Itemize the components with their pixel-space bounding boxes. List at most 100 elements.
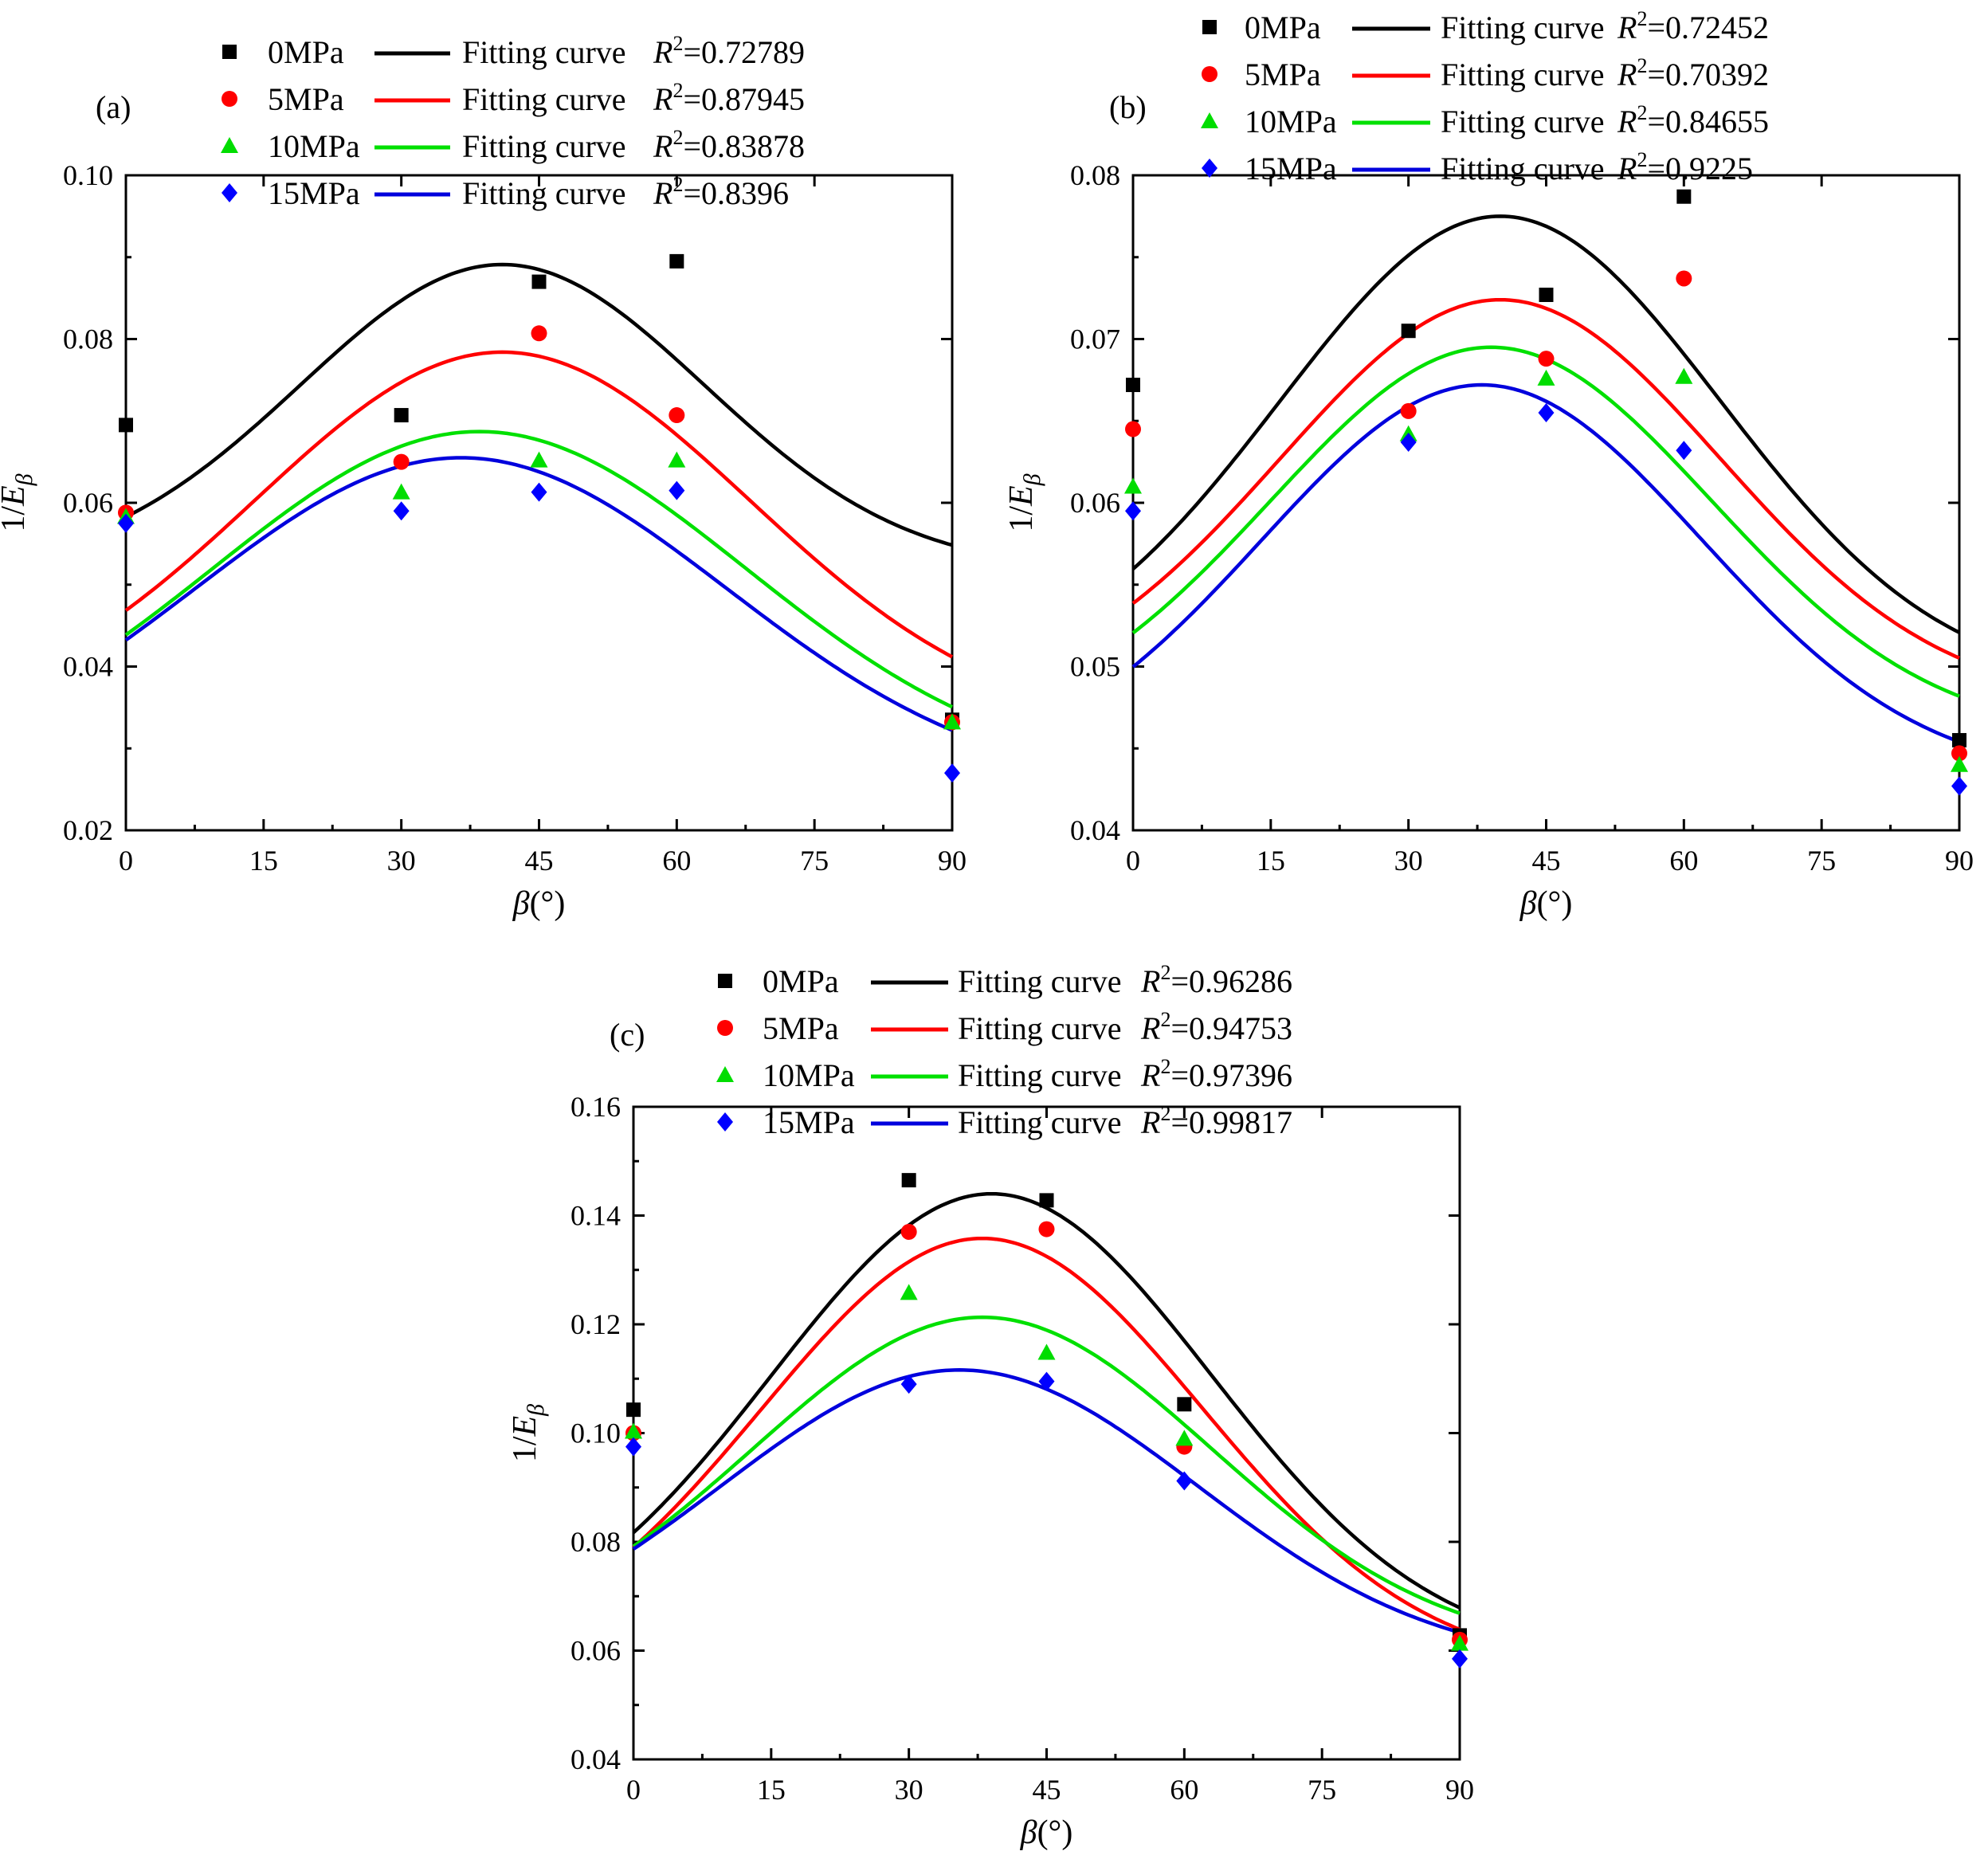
y-axis-title: 1/Eβ bbox=[507, 1404, 549, 1462]
legend-r2: R2=0.8396 bbox=[653, 173, 789, 211]
y-tick-label: 0.06 bbox=[1070, 487, 1120, 519]
legend-marker bbox=[1201, 112, 1218, 128]
legend-entry: 15MPa Fitting curve R2=0.99817 bbox=[717, 1102, 1292, 1140]
data-point bbox=[900, 1375, 917, 1394]
series-15MPa bbox=[118, 480, 960, 783]
panel-b: (b) 0 15 30 45 60 75 90 0.04 0.05 0.06 0.07 0.08 β(°)… bbox=[1003, 7, 1974, 922]
data-point bbox=[1126, 378, 1140, 393]
legend-r2: R2=0.94753 bbox=[1140, 1008, 1292, 1046]
legend-entry: 15MPa Fitting curve R2=0.8396 bbox=[222, 173, 789, 211]
panel-label: (b) bbox=[1109, 89, 1147, 125]
fit-curve-0MPa bbox=[1131, 214, 1961, 634]
x-tick-label: 90 bbox=[1445, 1774, 1474, 1806]
legend-entry: 10MPa Fitting curve R2=0.97396 bbox=[716, 1055, 1292, 1093]
panel-label: (a) bbox=[96, 89, 131, 125]
legend-series-name: 10MPa bbox=[1245, 104, 1337, 139]
y-axis-title: 1/Eβ bbox=[0, 473, 37, 531]
y-axis-title: 1/Eβ bbox=[1003, 473, 1045, 531]
x-tick-label: 60 bbox=[662, 845, 691, 877]
data-point bbox=[900, 1223, 917, 1240]
legend-r2: R2=0.72452 bbox=[1617, 7, 1769, 45]
series-15MPa bbox=[625, 1371, 1468, 1669]
y-tick-label: 0.08 bbox=[63, 324, 113, 355]
legend-fit-label: Fitting curve bbox=[462, 81, 626, 117]
data-point bbox=[669, 253, 684, 269]
data-point bbox=[1400, 402, 1417, 419]
legend-marker bbox=[717, 1112, 733, 1131]
data-point bbox=[393, 453, 410, 470]
x-tick-label: 75 bbox=[1807, 845, 1836, 877]
y-tick-label: 0.16 bbox=[571, 1091, 621, 1123]
fit-curve-5MPa bbox=[1131, 297, 1960, 660]
data-point bbox=[1175, 1429, 1194, 1446]
x-tick-label: 45 bbox=[1033, 1774, 1061, 1806]
x-tick-label: 0 bbox=[1126, 845, 1140, 877]
x-tick-label: 0 bbox=[626, 1774, 641, 1806]
fit-curve-5MPa bbox=[124, 350, 954, 659]
y-tick-label: 0.10 bbox=[571, 1418, 621, 1449]
series-0MPa bbox=[1126, 189, 1966, 747]
legend-fit-label: Fitting curve bbox=[462, 34, 626, 70]
x-tick-label: 90 bbox=[1945, 845, 1974, 877]
y-tick-label: 0.08 bbox=[1070, 159, 1120, 191]
legend-marker bbox=[716, 1066, 734, 1082]
x-axis-title: β(°) bbox=[1020, 1814, 1073, 1851]
legend-fit-label: Fitting curve bbox=[958, 1010, 1122, 1046]
legend-r2: R2=0.96286 bbox=[1140, 961, 1292, 999]
x-tick-label: 75 bbox=[800, 845, 829, 877]
x-axis: 0 15 30 45 60 75 90 bbox=[1126, 175, 1974, 877]
x-axis: 0 15 30 45 60 75 90 bbox=[119, 175, 967, 877]
legend-marker bbox=[221, 137, 238, 153]
data-point bbox=[530, 451, 548, 468]
legend-fit-label: Fitting curve bbox=[958, 1104, 1122, 1140]
y-axis: 0.02 0.04 0.06 0.08 0.10 bbox=[63, 159, 952, 846]
y-tick-label: 0.02 bbox=[63, 814, 113, 846]
x-tick-label: 30 bbox=[387, 845, 416, 877]
legend-entry: 5MPa Fitting curve R2=0.87945 bbox=[222, 79, 805, 117]
data-point bbox=[900, 1284, 918, 1300]
panel-c: (c) 0 15 30 45 60 75 90 0.04 0.06 0.08 0.10 0.12 0.14… bbox=[507, 961, 1474, 1851]
x-tick-label: 15 bbox=[757, 1774, 786, 1806]
data-point bbox=[1037, 1343, 1056, 1360]
legend-series-name: 0MPa bbox=[763, 963, 839, 999]
data-point bbox=[1177, 1397, 1192, 1412]
legend: 0MPa Fitting curve R2=0.72452 5MPa Fitting c… bbox=[1201, 7, 1769, 186]
legend-entry: 5MPa Fitting curve R2=0.70392 bbox=[1202, 54, 1769, 92]
series-5MPa bbox=[1125, 270, 1967, 762]
series-0MPa bbox=[626, 1173, 1467, 1643]
y-axis: 0.04 0.05 0.06 0.07 0.08 bbox=[1070, 159, 1959, 846]
data-point bbox=[1125, 421, 1141, 437]
data-point bbox=[119, 418, 133, 433]
legend-r2: R2=0.83878 bbox=[653, 126, 805, 164]
data-point bbox=[669, 407, 685, 424]
legend-fit-label: Fitting curve bbox=[462, 175, 626, 211]
legend-marker bbox=[222, 183, 237, 202]
data-point bbox=[1539, 288, 1554, 303]
data-point bbox=[1951, 776, 1967, 796]
data-point bbox=[1125, 501, 1141, 521]
data-point bbox=[1401, 324, 1416, 339]
y-tick-label: 0.07 bbox=[1070, 324, 1120, 355]
legend-fit-label: Fitting curve bbox=[958, 1057, 1122, 1093]
y-tick-label: 0.06 bbox=[571, 1635, 621, 1667]
data-point bbox=[944, 763, 960, 783]
fit-curve-15MPa bbox=[1131, 382, 1960, 744]
data-point bbox=[118, 513, 134, 533]
series-10MPa bbox=[1124, 367, 1968, 772]
x-tick-label: 15 bbox=[249, 845, 278, 877]
x-tick-label: 60 bbox=[1170, 1774, 1198, 1806]
data-point bbox=[668, 451, 686, 468]
legend-r2: R2=0.84655 bbox=[1617, 101, 1769, 139]
legend-entry: 10MPa Fitting curve R2=0.83878 bbox=[221, 126, 805, 164]
legend-series-name: 15MPa bbox=[268, 175, 360, 211]
data-point bbox=[1176, 1471, 1193, 1491]
data-point bbox=[1538, 402, 1555, 422]
data-point bbox=[943, 713, 961, 730]
x-axis-title: β(°) bbox=[1519, 885, 1573, 922]
legend-r2: R2=0.9225 bbox=[1617, 148, 1753, 186]
legend-marker bbox=[718, 974, 732, 988]
data-point bbox=[1952, 732, 1966, 747]
data-point bbox=[669, 480, 685, 500]
panel-label: (c) bbox=[610, 1017, 645, 1053]
y-tick-label: 0.05 bbox=[1070, 651, 1120, 683]
